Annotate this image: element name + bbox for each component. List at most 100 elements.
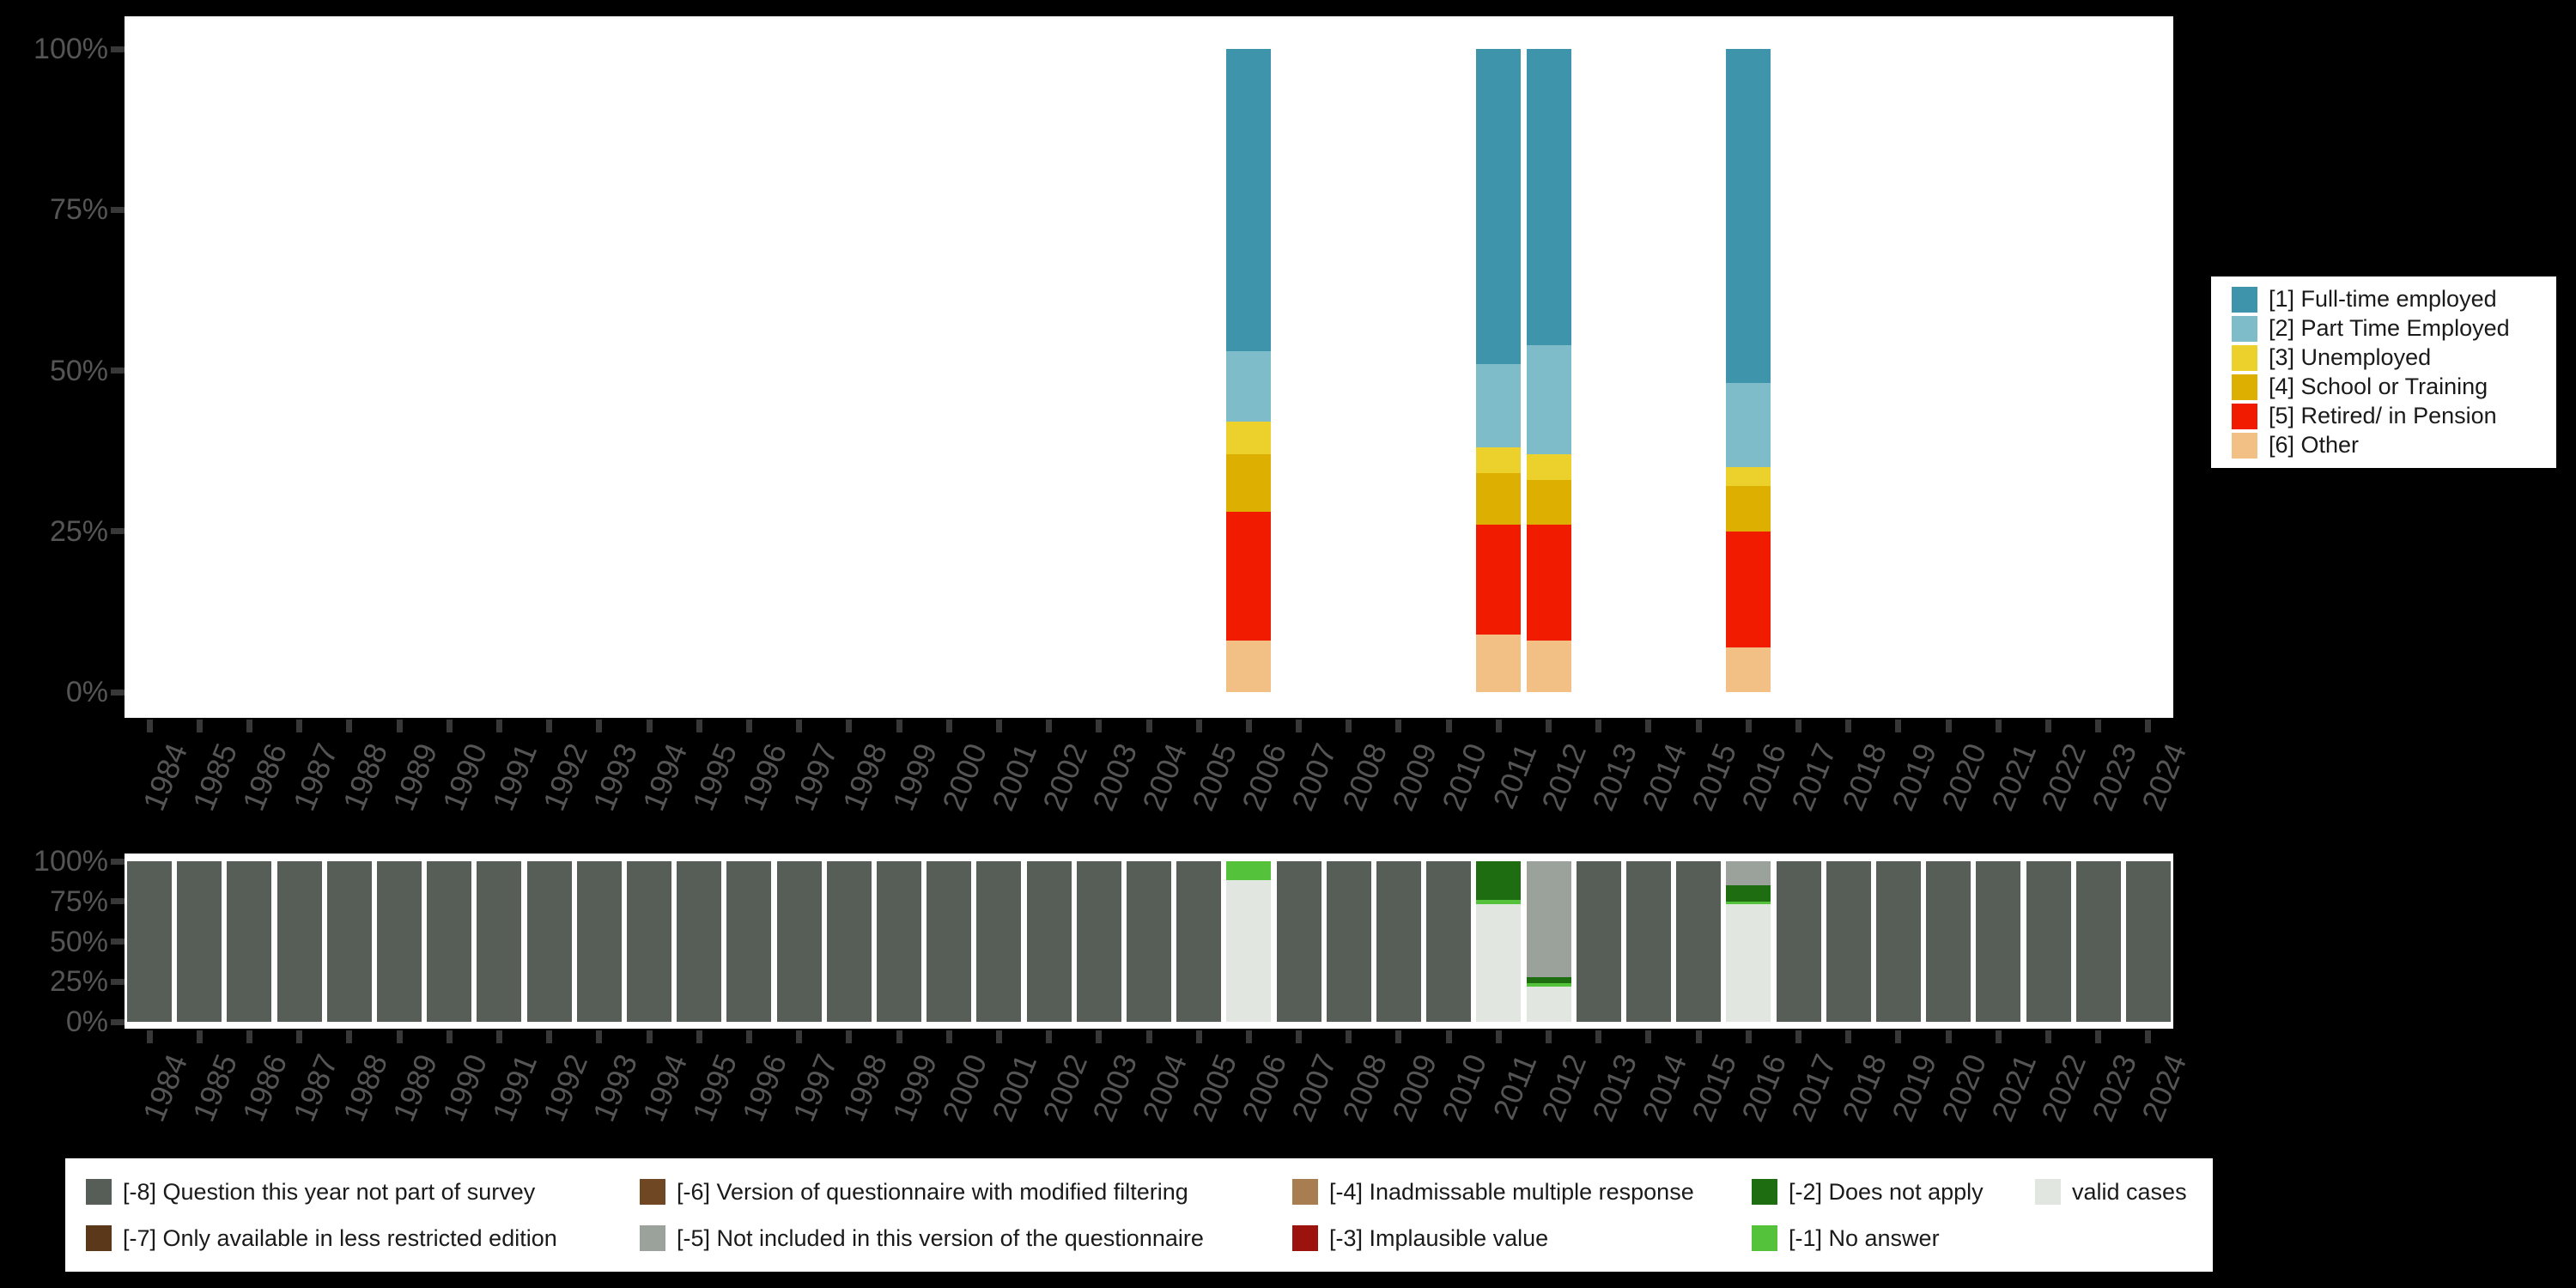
bar-segment: [1526, 861, 1571, 977]
legend-item: [-2] Does not apply: [1752, 1179, 2035, 1206]
x-axis-tick: [1795, 1030, 1802, 1043]
x-axis-year-label-text: 2021: [1984, 738, 2044, 816]
bar-segment: [477, 861, 522, 1022]
bar-segment: [1726, 486, 1771, 532]
stacked-bar-2002: [1026, 861, 1072, 1022]
bar-segment: [1076, 861, 1121, 1022]
legend-swatch: [1752, 1225, 1777, 1251]
y-axis-tick: [111, 46, 125, 52]
x-axis-year-label-text: 1999: [885, 1049, 945, 1127]
bar-segment: [1226, 641, 1272, 692]
x-axis-tick: [1096, 1030, 1103, 1043]
x-axis-tick: [1145, 1030, 1152, 1043]
x-axis-year-label-text: 2007: [1285, 1049, 1344, 1127]
bar-segment: [1226, 880, 1272, 1022]
legend-item-label: [-1] No answer: [1789, 1224, 1940, 1251]
stacked-bar-2017: [1776, 861, 1821, 1022]
y-axis-tick: [111, 939, 125, 945]
stacked-bar-2011: [1476, 49, 1522, 692]
x-axis-year-label-text: 2013: [1584, 1049, 1643, 1127]
x-axis-tick: [1945, 1030, 1952, 1043]
missing-values-legend: [-8] Question this year not part of surv…: [65, 1158, 2213, 1272]
x-axis-year-label-text: 2010: [1435, 1049, 1494, 1127]
x-axis-tick: [945, 1030, 952, 1043]
legend-item: [1] Full-time employed: [2232, 286, 2556, 313]
x-axis-tick: [1195, 1030, 1202, 1043]
legend-swatch: [640, 1179, 665, 1205]
stacked-bar-2021: [1976, 861, 2021, 1022]
y-axis-tick: [111, 689, 125, 696]
bar-segment: [677, 861, 722, 1022]
bar-segment: [1776, 861, 1821, 1022]
x-axis-year-label-text: 2017: [1784, 1049, 1844, 1127]
stacked-bar-2006: [1226, 49, 1272, 692]
bar-segment: [1726, 904, 1771, 1022]
bar-segment: [1726, 647, 1771, 692]
legend-item: [3] Unemployed: [2232, 344, 2556, 371]
x-axis-year-label-text: 2000: [935, 1049, 994, 1127]
x-axis-tick: [146, 720, 153, 732]
stacked-bar-2015: [1676, 861, 1722, 1022]
x-axis-tick: [896, 1030, 902, 1043]
x-axis-tick: [796, 1030, 803, 1043]
y-axis-tick: [111, 368, 125, 374]
stacked-bar-1989: [377, 861, 422, 1022]
missing-values-chart-panel: [125, 854, 2173, 1029]
x-axis-year-label-text: 2009: [1384, 738, 1443, 816]
bar-segment: [576, 861, 622, 1022]
x-axis-tick: [396, 1030, 403, 1043]
x-axis-tick: [1046, 1030, 1053, 1043]
x-axis-tick: [1296, 720, 1303, 732]
x-axis-tick: [1645, 720, 1652, 732]
x-axis-year-label-text: 2022: [2034, 738, 2093, 816]
x-axis-year-label-text: 1987: [285, 738, 344, 816]
bar-segment: [826, 861, 872, 1022]
x-axis-tick: [846, 1030, 853, 1043]
bar-segment: [1726, 466, 1771, 487]
stacked-bar-2024: [2125, 861, 2171, 1022]
bar-segment: [2075, 861, 2121, 1022]
stacked-bar-2016: [1726, 861, 1771, 1022]
x-axis-tick: [1395, 1030, 1402, 1043]
x-axis-year-label-text: 2004: [1134, 1049, 1194, 1127]
x-axis-year-label-text: 1996: [735, 1049, 794, 1127]
legend-swatch: [2232, 432, 2257, 459]
legend-item: [-3] Implausible value: [1292, 1225, 1752, 1252]
x-axis-tick: [945, 720, 952, 732]
x-axis-tick: [1895, 720, 1902, 732]
legend-item: [-8] Question this year not part of surv…: [86, 1179, 640, 1206]
x-axis-tick: [1995, 1030, 2002, 1043]
x-axis-tick: [1595, 1030, 1602, 1043]
y-axis-tick: [111, 206, 125, 213]
stacked-bar-1985: [177, 861, 222, 1022]
x-axis-tick: [1845, 1030, 1852, 1043]
stacked-bar-2009: [1376, 861, 1421, 1022]
x-axis-year-label-text: 2001: [985, 1049, 1044, 1127]
x-axis-year-label-text: 1990: [435, 738, 495, 816]
x-axis-year-label-text: 2018: [1834, 738, 1893, 816]
x-axis-tick: [596, 720, 603, 732]
stacked-bar-2004: [1127, 861, 1171, 1022]
x-axis-tick: [1695, 1030, 1702, 1043]
x-axis-tick: [696, 720, 702, 732]
bar-segment: [1476, 49, 1522, 364]
x-axis-year-label-text: 2008: [1334, 738, 1394, 816]
legend-item: [-1] No answer: [1752, 1225, 2035, 1252]
x-axis-tick: [1346, 1030, 1352, 1043]
x-axis-tick: [1895, 1030, 1902, 1043]
stacked-bar-2022: [2026, 861, 2071, 1022]
x-axis-year-label-text: 2014: [1634, 738, 1693, 816]
x-axis-tick: [995, 720, 1002, 732]
stacked-bar-2012: [1526, 49, 1571, 692]
x-axis-year-label-text: 2023: [2084, 1049, 2143, 1127]
stacked-bar-2000: [927, 861, 972, 1022]
x-axis-year-label-text: 2014: [1634, 1049, 1693, 1127]
stacked-bar-2005: [1176, 861, 1222, 1022]
x-axis-year-label-text: 2003: [1084, 1049, 1144, 1127]
y-axis-percent-label: 100%: [33, 845, 108, 878]
x-axis-year-label-text: 2009: [1384, 1049, 1443, 1127]
legend-item-label: [4] School or Training: [2269, 374, 2488, 399]
y-axis-tick: [111, 528, 125, 535]
bar-segment: [1526, 453, 1571, 480]
y-axis-tick: [111, 858, 125, 865]
